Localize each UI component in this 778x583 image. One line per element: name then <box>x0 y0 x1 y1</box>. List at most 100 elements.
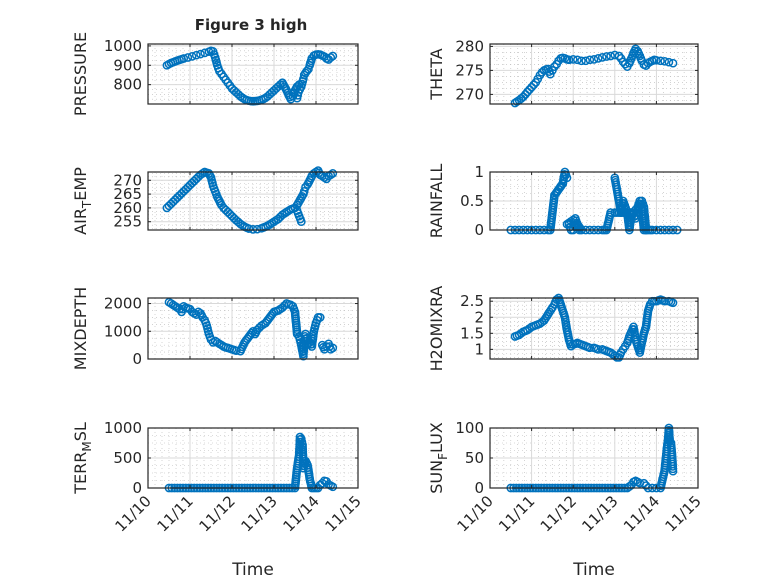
y-axis-label: AIRTEMP <box>71 167 94 235</box>
data-point <box>606 51 615 61</box>
data-point <box>295 214 305 224</box>
data-point <box>566 339 575 349</box>
data-point <box>310 321 320 331</box>
data-series <box>510 44 678 108</box>
data-point <box>597 53 607 62</box>
y-axis-label: SUNFLUX <box>427 422 450 494</box>
data-point <box>262 316 272 326</box>
axes-box <box>489 297 699 360</box>
data-point <box>325 342 334 351</box>
data-point <box>529 321 539 331</box>
data-point <box>636 54 646 63</box>
y-tick-label: 50 <box>465 449 484 467</box>
data-point <box>306 56 316 66</box>
y-tick-label: 270 <box>113 171 142 189</box>
data-point <box>568 55 578 64</box>
data-point <box>328 169 338 178</box>
x-tick-label: 11/15 <box>662 492 705 535</box>
data-point <box>281 84 290 93</box>
data-point <box>523 87 532 97</box>
y-axis-label: RAINFALL <box>427 164 446 239</box>
y-axis-label: PRESSURE <box>71 32 90 116</box>
data-point <box>212 58 221 68</box>
x-tick-label: 11/13 <box>238 492 281 535</box>
y-tick-label: 0 <box>474 221 484 239</box>
data-point <box>266 311 276 320</box>
y-tick-label: 2.5 <box>460 292 484 310</box>
y-tick-label: 500 <box>113 449 142 467</box>
data-point <box>293 209 303 218</box>
data-point <box>306 481 316 491</box>
subplot-sun_flux: 0 50 100 SUNFLUX11/1011/1111/1211/1311/1411… <box>427 419 705 580</box>
data-point <box>591 344 601 353</box>
data-point <box>583 342 593 352</box>
data-point <box>298 77 308 86</box>
y-tick-label: 900 <box>113 56 142 74</box>
data-point <box>525 85 534 94</box>
y-tick-label: 0 <box>132 479 142 497</box>
data-point <box>579 341 588 350</box>
data-point <box>529 80 539 90</box>
y-tick-label: 280 <box>455 37 484 55</box>
data-point <box>173 56 182 65</box>
data-point <box>238 220 247 230</box>
data-point <box>283 88 293 98</box>
data-series <box>164 297 338 361</box>
x-tick-label: 11/11 <box>154 492 197 535</box>
axes-box <box>147 43 359 105</box>
data-point <box>295 435 305 444</box>
data-point <box>304 178 314 187</box>
data-point <box>614 51 624 61</box>
major-grid <box>490 44 698 104</box>
y-tick-label: 0 <box>474 479 484 497</box>
data-point <box>564 55 574 65</box>
data-point <box>546 305 556 315</box>
x-tick-label: 11/13 <box>578 492 621 535</box>
data-point <box>284 299 294 309</box>
data-point <box>209 50 219 59</box>
data-point <box>183 304 193 313</box>
axes-box <box>147 297 359 360</box>
data-point <box>242 223 252 233</box>
data-point <box>309 329 318 339</box>
data-point <box>306 173 316 183</box>
data-point <box>312 315 322 325</box>
data-point <box>299 186 309 196</box>
data-point <box>302 458 311 468</box>
y-tick-label: 0 <box>132 350 142 368</box>
data-point <box>628 210 638 219</box>
data-point <box>561 170 571 180</box>
y-tick-label: 270 <box>455 85 484 103</box>
major-grid <box>148 428 358 488</box>
data-point <box>593 54 603 63</box>
minor-grid <box>490 428 698 488</box>
data-point <box>247 328 256 338</box>
data-point <box>271 306 281 316</box>
x-axis-label: Time <box>231 560 274 580</box>
y-tick-label: 265 <box>113 185 142 203</box>
data-point <box>288 204 298 213</box>
data-point <box>639 478 649 488</box>
data-point <box>585 55 595 65</box>
data-series <box>162 166 338 234</box>
data-point <box>626 56 635 66</box>
data-point <box>600 345 609 355</box>
data-point <box>574 223 583 233</box>
y-tick-label: 1000 <box>104 322 142 340</box>
data-point <box>292 327 302 337</box>
data-point <box>581 56 591 66</box>
plot-area <box>148 44 358 104</box>
data-point <box>208 178 217 188</box>
data-point <box>213 194 223 204</box>
axes-box <box>147 171 359 231</box>
y-tick-label: 275 <box>455 61 484 79</box>
x-tick-label: 11/11 <box>495 492 538 535</box>
x-axis-label: Time <box>572 560 615 580</box>
data-point <box>297 191 307 201</box>
data-point <box>625 482 634 491</box>
data-point <box>668 464 678 474</box>
data-point <box>668 58 678 68</box>
minor-grid <box>148 428 358 488</box>
data-point <box>589 55 599 64</box>
